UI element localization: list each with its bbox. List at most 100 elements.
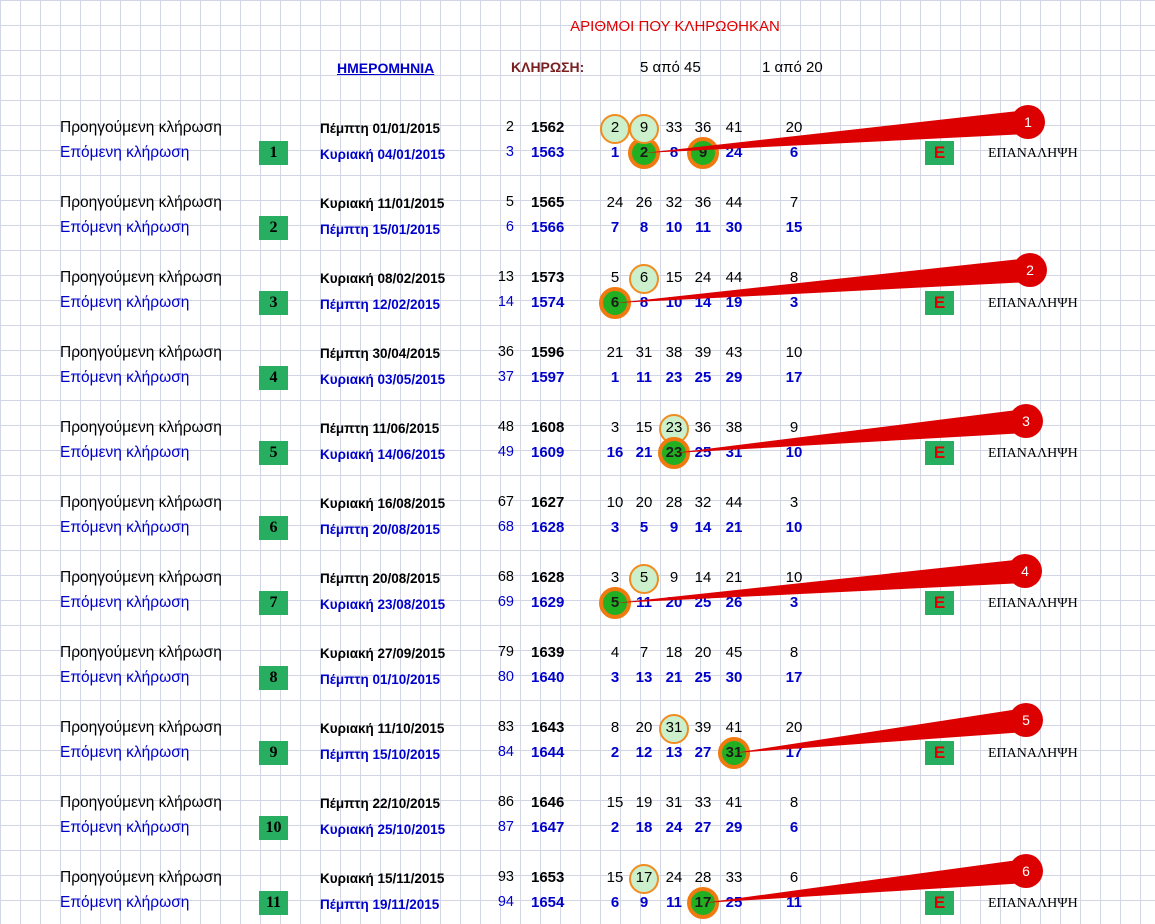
repeat-label: ΕΠΑΝΑΛΗΨΗ xyxy=(988,296,1078,311)
prev-main-number: 19 xyxy=(635,794,653,811)
callout-badge xyxy=(1009,404,1043,438)
prev-draw-label: Προηγούμενη κλήρωση xyxy=(60,719,222,736)
draw-column-header: ΚΛΗΡΩΣΗ: xyxy=(511,59,585,75)
prev-draw-date: Κυριακή 15/11/2015 xyxy=(320,871,445,886)
next-main-number: 9 xyxy=(639,894,649,911)
prev-main-number: 36 xyxy=(694,194,712,211)
prev-main-number: 9 xyxy=(669,569,679,586)
next-main-number: 3 xyxy=(610,519,620,536)
next-draw-number: 1644 xyxy=(531,744,565,761)
sheet-title: ΑΡΙΘΜΟΙ ΠΟΥ ΚΛΗΡΩΘΗΚΑΝ xyxy=(570,18,780,35)
next-draw-index: 49 xyxy=(497,444,514,460)
prev-main-number: 21 xyxy=(725,569,743,586)
next-main-number: 2 xyxy=(610,819,620,836)
main-numbers-header: 5 από 45 xyxy=(640,59,701,76)
next-draw-date: Πέμπτη 15/10/2015 xyxy=(320,747,441,762)
prev-draw-number: 1608 xyxy=(531,419,565,436)
next-joker-number: 3 xyxy=(789,594,799,611)
prev-main-number: 10 xyxy=(606,494,624,511)
next-main-number: 25 xyxy=(694,669,712,686)
prev-draw-index: 86 xyxy=(497,794,514,810)
next-draw-label: Επόμενη κλήρωση xyxy=(60,669,190,686)
next-draw-label: Επόμενη κλήρωση xyxy=(60,219,190,236)
next-joker-number: 11 xyxy=(786,894,802,911)
prev-joker-number: 6 xyxy=(789,869,799,886)
prev-draw-index: 5 xyxy=(505,194,514,210)
next-joker-number: 17 xyxy=(785,369,803,386)
next-draw-label: Επόμενη κλήρωση xyxy=(60,594,190,611)
next-draw-index: 94 xyxy=(497,894,514,910)
prev-joker-number: 8 xyxy=(789,794,799,811)
next-main-number: 26 xyxy=(725,594,743,611)
prev-draw-index: 93 xyxy=(497,869,514,885)
prev-joker-number: 20 xyxy=(785,719,803,736)
next-draw-index: 80 xyxy=(497,669,514,685)
prev-main-number: 32 xyxy=(665,194,683,211)
prev-draw-date: Πέμπτη 30/04/2015 xyxy=(320,346,441,361)
next-joker-number: 10 xyxy=(785,519,803,536)
next-joker-number: 15 xyxy=(785,219,803,236)
next-main-number: 5 xyxy=(610,594,620,611)
prev-main-number: 33 xyxy=(725,869,743,886)
callout-arrow xyxy=(615,258,1031,303)
prev-draw-label: Προηγούμενη κλήρωση xyxy=(60,794,222,811)
prev-main-number: 2 xyxy=(610,119,620,136)
pair-index-badge: 11 xyxy=(259,891,288,915)
next-main-number: 25 xyxy=(694,444,712,461)
prev-main-number: 24 xyxy=(694,269,712,286)
next-draw-label: Επόμενη κλήρωση xyxy=(60,144,190,161)
next-main-number: 6 xyxy=(610,294,620,311)
prev-draw-number: 1573 xyxy=(531,269,565,286)
prev-main-number: 41 xyxy=(725,719,743,736)
callout-badge-number: 4 xyxy=(1021,563,1029,579)
prev-draw-index: 83 xyxy=(497,719,514,735)
prev-draw-date: Κυριακή 27/09/2015 xyxy=(320,646,446,661)
prev-main-number: 8 xyxy=(610,719,620,736)
callout-badge xyxy=(1008,554,1042,588)
next-draw-date: Πέμπτη 15/01/2015 xyxy=(320,222,441,237)
prev-main-number: 5 xyxy=(639,569,649,586)
next-main-number: 27 xyxy=(694,819,712,836)
prev-main-number: 41 xyxy=(725,794,743,811)
next-draw-number: 1640 xyxy=(531,669,565,686)
callout-arrow xyxy=(644,110,1029,153)
next-draw-label: Επόμενη κλήρωση xyxy=(60,744,190,761)
prev-draw-label: Προηγούμενη κλήρωση xyxy=(60,569,222,586)
next-main-number: 14 xyxy=(694,519,712,536)
callout-badge xyxy=(1009,703,1043,737)
prev-draw-date: Πέμπτη 20/08/2015 xyxy=(320,571,441,586)
prev-draw-number: 1643 xyxy=(531,719,565,736)
prev-draw-label: Προηγούμενη κλήρωση xyxy=(60,494,222,511)
prev-joker-number: 20 xyxy=(785,119,803,136)
prev-draw-label: Προηγούμενη κλήρωση xyxy=(60,419,222,436)
prev-main-number: 38 xyxy=(725,419,743,436)
next-draw-index: 3 xyxy=(505,144,514,160)
next-joker-number: 6 xyxy=(789,144,799,161)
prev-main-number: 36 xyxy=(694,119,712,136)
prev-draw-index: 67 xyxy=(497,494,514,510)
prev-main-number: 15 xyxy=(635,419,653,436)
callout-badge-number: 2 xyxy=(1026,262,1034,278)
next-main-number: 5 xyxy=(639,519,649,536)
prev-draw-number: 1646 xyxy=(531,794,565,811)
prev-main-number: 45 xyxy=(725,644,743,661)
prev-main-number: 38 xyxy=(665,344,683,361)
next-main-number: 19 xyxy=(725,294,743,311)
next-main-number: 2 xyxy=(639,144,649,161)
prev-main-number: 20 xyxy=(635,719,653,736)
prev-joker-number: 10 xyxy=(785,344,803,361)
next-draw-date: Πέμπτη 01/10/2015 xyxy=(320,672,441,687)
repeat-e-marker: E xyxy=(925,591,954,615)
prev-main-number: 15 xyxy=(606,794,624,811)
next-draw-number: 1629 xyxy=(531,594,565,611)
callout-arrow xyxy=(703,859,1028,903)
repeat-label: ΕΠΑΝΑΛΗΨΗ xyxy=(988,746,1078,761)
next-main-number: 27 xyxy=(694,744,712,761)
next-main-number: 1 xyxy=(610,144,620,161)
repeat-label: ΕΠΑΝΑΛΗΨΗ xyxy=(988,146,1078,161)
prev-main-number: 39 xyxy=(694,344,712,361)
next-draw-label: Επόμενη κλήρωση xyxy=(60,894,190,911)
next-draw-index: 69 xyxy=(497,594,514,610)
prev-main-number: 31 xyxy=(665,794,683,811)
